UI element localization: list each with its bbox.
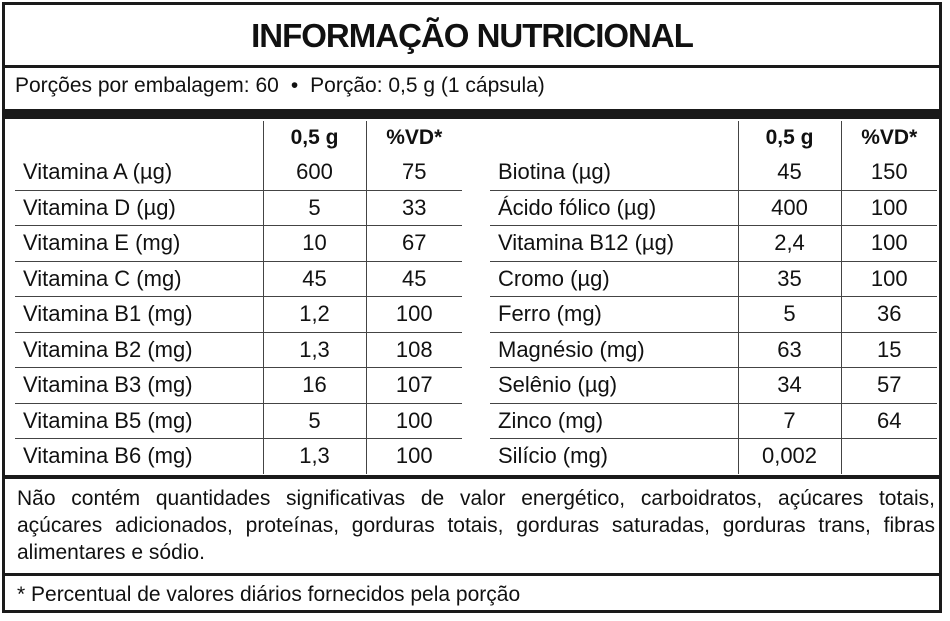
nutrient-row: Vitamina B1 (mg) 1,2 100 — [15, 296, 462, 332]
nutrient-amount: 45 — [737, 155, 841, 190]
servings-per-package: Porções por embalagem: 60 — [15, 74, 279, 97]
nutrient-dv: 45 — [365, 260, 462, 297]
nutrient-amount: 600 — [262, 155, 366, 190]
nutrient-name: Magnésio (mg) — [490, 331, 738, 368]
nutrient-dv: 100 — [840, 260, 937, 297]
nutrient-amount: 16 — [262, 367, 366, 403]
nutrient-name: Vitamina B12 (µg) — [490, 225, 738, 261]
nutrient-dv: 33 — [365, 189, 462, 226]
nutrient-dv: 15 — [840, 331, 937, 368]
nutrient-dv: 75 — [365, 155, 462, 190]
nutrient-dv: 107 — [365, 367, 462, 403]
portion-divider — [5, 109, 939, 119]
nutrient-row: Magnésio (mg) 63 15 — [490, 331, 937, 368]
disclaimer-text: Não contém quantidades significativas de… — [17, 487, 935, 564]
nutrient-row: Biotina (µg) 45 150 — [490, 155, 937, 190]
nutrient-dv: 108 — [365, 331, 462, 368]
nutrient-row: Zinco (mg) 7 64 — [490, 402, 937, 439]
nutrient-dv: 150 — [840, 155, 937, 190]
nutrient-name: Vitamina B2 (mg) — [15, 331, 263, 368]
nutrient-amount: 5 — [737, 296, 841, 332]
nutrient-name: Selênio (µg) — [490, 367, 738, 403]
nutrient-name: Vitamina D (µg) — [15, 189, 263, 226]
nutrient-dv: 64 — [840, 402, 937, 439]
nutrient-name: Vitamina B1 (mg) — [15, 296, 263, 332]
nutrient-row: Silício (mg) 0,002 — [490, 438, 937, 474]
nutrient-name: Silício (mg) — [490, 438, 738, 474]
header-dv: %VD* — [840, 121, 937, 155]
nutrient-amount: 10 — [262, 225, 366, 261]
serving-size: Porção: 0,5 g (1 cápsula) — [310, 74, 545, 97]
nutrient-dv: 36 — [840, 296, 937, 332]
nutrient-name: Vitamina B5 (mg) — [15, 402, 263, 439]
portion-info: Porções por embalagem: 60 • Porção: 0,5 … — [15, 67, 935, 105]
panel-title: INFORMAÇÃO NUTRICIONAL — [251, 17, 694, 54]
nutrient-dv: 100 — [840, 225, 937, 261]
nutrient-dv: 100 — [365, 296, 462, 332]
table-divider — [5, 475, 939, 479]
header-dv: %VD* — [365, 121, 462, 155]
nutrient-amount: 0,002 — [737, 438, 841, 474]
footnote-divider — [5, 573, 939, 576]
nutrient-name: Vitamina E (mg) — [15, 225, 263, 261]
nutrient-row: Vitamina B2 (mg) 1,3 108 — [15, 331, 462, 368]
nutrient-row: Vitamina D (µg) 5 33 — [15, 189, 462, 226]
nutrient-table-right: 0,5 g %VD* Biotina (µg) 45 150 Ácido fólico… — [490, 121, 937, 474]
header-amount: 0,5 g — [262, 121, 366, 155]
nutrient-name: Ferro (mg) — [490, 296, 738, 332]
nutrient-amount: 34 — [737, 367, 841, 403]
nutrient-amount: 63 — [737, 331, 841, 368]
nutrient-amount: 45 — [262, 260, 366, 297]
nutrient-amount: 5 — [262, 402, 366, 439]
title-divider — [5, 65, 939, 68]
nutrient-amount: 7 — [737, 402, 841, 439]
header-nutrient — [490, 121, 738, 155]
nutrient-row: Cromo (µg) 35 100 — [490, 260, 937, 297]
nutrient-row: Vitamina B6 (mg) 1,3 100 — [15, 438, 462, 474]
header-amount: 0,5 g — [737, 121, 841, 155]
nutrient-row: Vitamina B12 (µg) 2,4 100 — [490, 225, 937, 261]
nutrient-name: Zinco (mg) — [490, 402, 738, 439]
nutrient-dv: 100 — [365, 402, 462, 439]
nutrient-amount: 1,2 — [262, 296, 366, 332]
nutrient-amount: 1,3 — [262, 331, 366, 368]
nutrient-dv: 100 — [840, 189, 937, 226]
nutrient-amount: 2,4 — [737, 225, 841, 261]
nutrient-name: Ácido fólico (µg) — [490, 189, 738, 226]
nutrient-row: Vitamina A (µg) 600 75 — [15, 155, 462, 190]
nutrient-amount: 35 — [737, 260, 841, 297]
nutrient-dv: 100 — [365, 438, 462, 474]
nutrient-row: Vitamina B3 (mg) 16 107 — [15, 367, 462, 403]
nutrient-amount: 5 — [262, 189, 366, 226]
nutrient-name: Cromo (µg) — [490, 260, 738, 297]
nutrient-row: Vitamina E (mg) 10 67 — [15, 225, 462, 261]
nutrient-row: Selênio (µg) 34 57 — [490, 367, 937, 403]
nutrient-amount: 400 — [737, 189, 841, 226]
nutrient-amount: 1,3 — [262, 438, 366, 474]
nutrient-row: Ferro (mg) 5 36 — [490, 296, 937, 332]
nutrient-name: Vitamina B3 (mg) — [15, 367, 263, 403]
header-row: 0,5 g %VD* — [15, 121, 462, 155]
nutrient-name: Biotina (µg) — [498, 159, 611, 185]
nutrient-dv: 67 — [365, 225, 462, 261]
header-nutrient — [15, 121, 263, 155]
daily-value-note: * Percentual de valores diários fornecid… — [17, 583, 521, 606]
portion-separator: • — [290, 74, 299, 97]
nutrient-row: Ácido fólico (µg) 400 100 — [490, 189, 937, 226]
nutrient-row: Vitamina C (mg) 45 45 — [15, 260, 462, 297]
nutrient-name: Vitamina A (µg) — [23, 159, 173, 185]
nutrient-table-left: 0,5 g %VD* Vitamina A (µg) 600 75 Vitamina … — [15, 121, 462, 474]
nutrient-name: Vitamina B6 (mg) — [15, 438, 263, 474]
nutrient-row: Vitamina B5 (mg) 5 100 — [15, 402, 462, 439]
nutrient-name: Vitamina C (mg) — [15, 260, 263, 297]
nutrient-dv — [840, 438, 937, 474]
header-row: 0,5 g %VD* — [490, 121, 937, 155]
nutrient-dv: 57 — [840, 367, 937, 403]
nutrition-facts-panel: INFORMAÇÃO NUTRICIONAL Porções por embal… — [2, 2, 942, 613]
